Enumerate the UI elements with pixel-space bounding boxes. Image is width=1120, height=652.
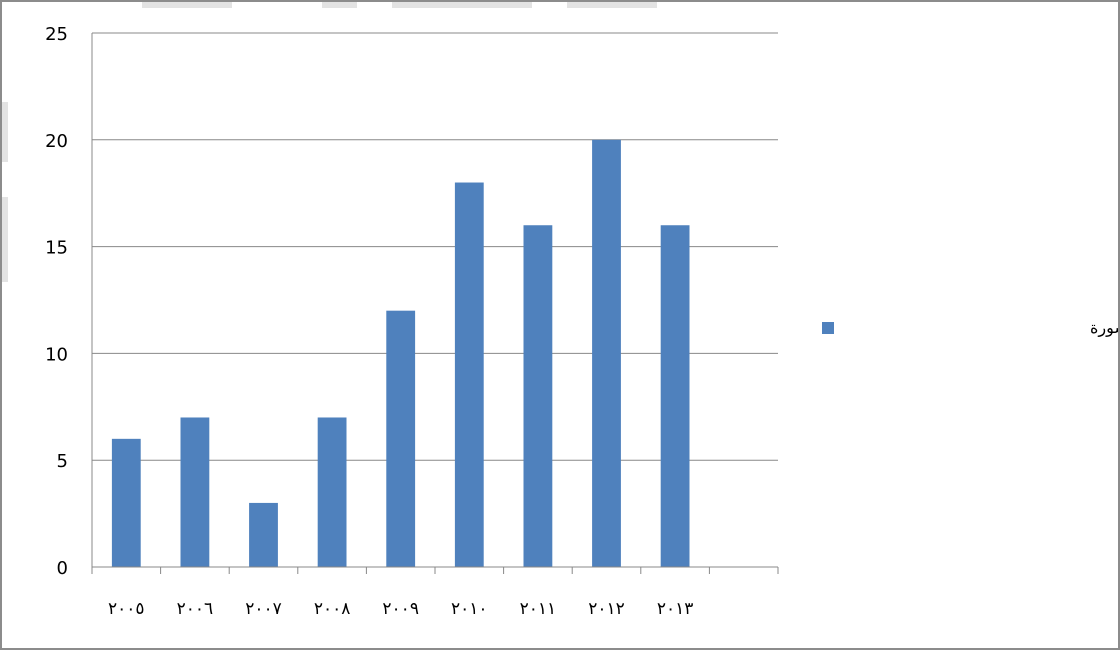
edge-artifact <box>567 2 657 8</box>
x-tick-label: ٢٠٠٦ <box>177 599 214 619</box>
bar <box>249 502 278 567</box>
legend-swatch <box>822 322 834 334</box>
bar <box>592 139 621 568</box>
y-tick-label: 20 <box>45 131 68 152</box>
legend-label: عدد الابحاث الدولية المنشورة <box>1090 318 1118 338</box>
bar <box>454 182 484 567</box>
x-tick-labels: ٢٠٠٥ ٢٠٠٦ ٢٠٠٧ ٢٠٠٨ ٢٠٠٩ ٢٠١٠ ٢٠١١ ٢٠١٢ ٢٠١٣ <box>108 599 693 619</box>
y-tick-label: 0 <box>57 558 68 579</box>
edge-artifact <box>142 2 232 8</box>
bar <box>180 417 210 567</box>
y-tick-label: 10 <box>45 344 68 365</box>
x-tick-label: ٢٠٠٧ <box>245 599 282 619</box>
y-tick-label: 15 <box>45 238 68 259</box>
bar <box>386 310 416 567</box>
y-tick-labels: 0 5 10 15 20 25 <box>45 24 68 579</box>
axes <box>91 33 779 574</box>
x-tick-label: ٢٠١٢ <box>588 599 625 619</box>
x-tick-label: ٢٠١٣ <box>657 599 694 619</box>
x-tick-label: ٢٠٠٩ <box>382 599 419 619</box>
x-tick-label: ٢٠١٠ <box>451 599 488 619</box>
edge-artifact <box>392 2 532 8</box>
x-tick-label: ٢٠٠٨ <box>314 599 351 619</box>
legend: عدد الابحاث الدولية المنشورة <box>822 318 1120 338</box>
bar <box>660 225 690 568</box>
edge-artifact <box>2 102 8 162</box>
bars <box>111 139 690 568</box>
bar <box>317 417 347 567</box>
edge-artifact <box>2 197 8 282</box>
edge-artifact <box>322 2 357 8</box>
x-tick-label: ٢٠٠٥ <box>108 599 145 619</box>
y-tick-label: 5 <box>57 451 68 472</box>
bar <box>523 225 553 568</box>
x-tick-label: ٢٠١١ <box>520 599 557 619</box>
y-tick-label: 25 <box>45 24 68 45</box>
bar <box>111 438 141 567</box>
